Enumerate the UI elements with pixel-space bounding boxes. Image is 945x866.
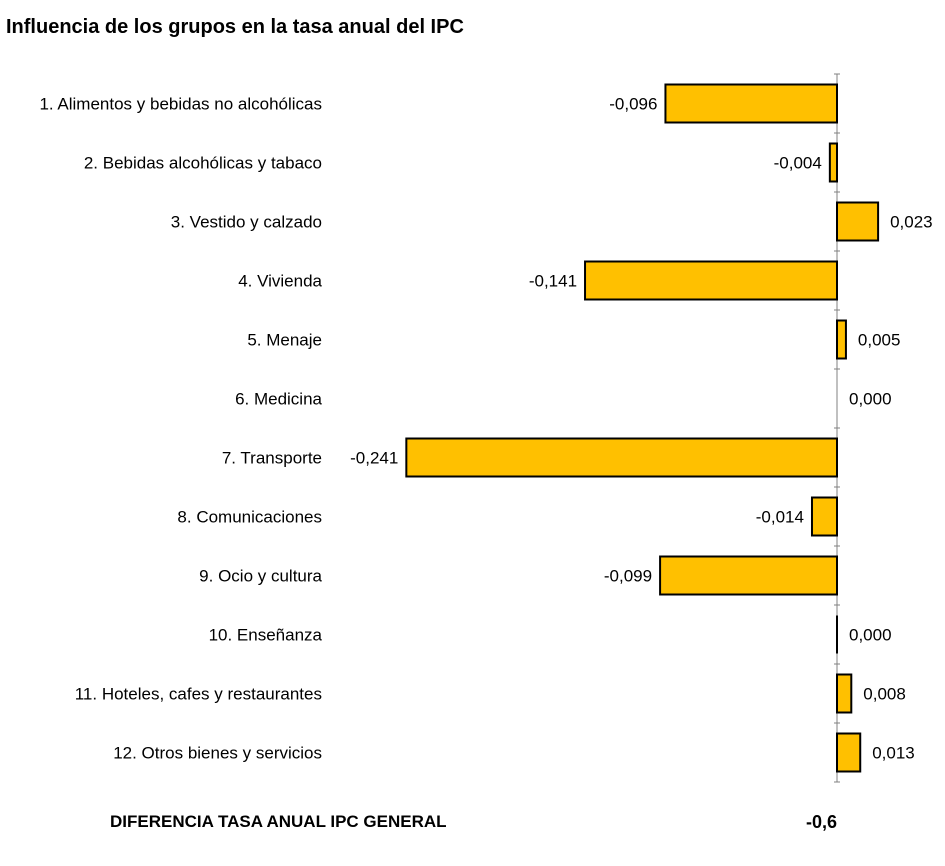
chart-title: Influencia de los grupos en la tasa anua… — [6, 16, 464, 38]
category-label: 6. Medicina — [235, 390, 322, 409]
category-label: 11. Hoteles, cafes y restaurantes — [75, 685, 322, 704]
value-label: 0,013 — [872, 744, 915, 763]
category-label: 4. Vivienda — [238, 272, 322, 291]
value-label: -0,241 — [350, 449, 398, 468]
value-label: -0,096 — [609, 95, 657, 114]
summary-value: -0,6 — [806, 812, 838, 832]
bar — [664, 83, 838, 124]
category-label: 2. Bebidas alcohólicas y tabaco — [84, 154, 322, 173]
category-label: 7. Transporte — [222, 449, 322, 468]
bar — [405, 437, 838, 478]
category-label: 10. Enseñanza — [209, 626, 323, 645]
value-label: -0,099 — [604, 567, 652, 586]
bar — [836, 201, 880, 242]
category-label: 12. Otros bienes y servicios — [113, 744, 322, 763]
value-label: 0,000 — [849, 626, 892, 645]
bar — [836, 732, 862, 773]
value-label: -0,004 — [774, 154, 822, 173]
value-label: -0,141 — [529, 272, 577, 291]
value-label: 0,000 — [849, 390, 892, 409]
bar — [659, 555, 838, 596]
bar — [836, 673, 853, 714]
value-label: 0,005 — [858, 331, 901, 350]
bar — [810, 496, 838, 537]
value-label: -0,014 — [756, 508, 804, 527]
category-label: 8. Comunicaciones — [177, 508, 322, 527]
value-label: 0,008 — [863, 685, 906, 704]
bar — [584, 260, 839, 301]
category-label: 9. Ocio y cultura — [199, 567, 322, 586]
category-label: 3. Vestido y calzado — [171, 213, 322, 232]
bar — [836, 319, 847, 360]
bar — [828, 142, 838, 183]
category-label: 5. Menaje — [247, 331, 322, 350]
category-label: 1. Alimentos y bebidas no alcohólicas — [39, 95, 322, 114]
summary-label: DIFERENCIA TASA ANUAL IPC GENERAL — [110, 812, 447, 831]
value-label: 0,023 — [890, 213, 933, 232]
